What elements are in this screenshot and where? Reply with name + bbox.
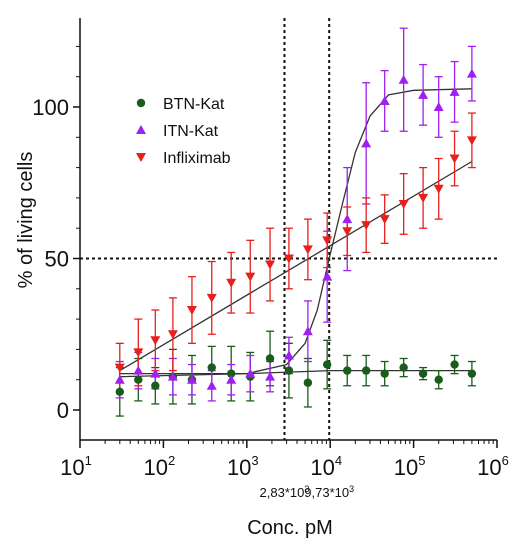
- data-point: [283, 254, 294, 264]
- legend-label: Infliximab: [163, 150, 231, 167]
- data-point: [361, 138, 372, 148]
- legend-label: BTN-Kat: [163, 96, 225, 113]
- data-point: [342, 227, 353, 237]
- data-point: [449, 154, 460, 164]
- data-point: [322, 271, 333, 281]
- y-tick-label: 50: [45, 247, 69, 272]
- data-point: [466, 68, 477, 78]
- data-point: [226, 374, 237, 384]
- data-point: [151, 381, 160, 390]
- data-point: [186, 306, 197, 316]
- data-point: [134, 375, 143, 384]
- data-point: [322, 236, 333, 246]
- y-axis-title: % of living cells: [15, 152, 37, 289]
- error-bars: [115, 27, 476, 417]
- data-point: [265, 260, 276, 270]
- data-point: [467, 369, 477, 378]
- x-tick-label: 103: [227, 453, 259, 480]
- fit-curve: [119, 160, 473, 372]
- data-point: [265, 354, 275, 363]
- data-point: [206, 293, 217, 303]
- y-tick-label: 100: [32, 95, 69, 120]
- legend-entry: ITN-Kat: [136, 123, 219, 140]
- data-point: [379, 95, 390, 105]
- data-point: [115, 387, 124, 397]
- data-point: [398, 199, 409, 209]
- reference-label: 9,73*103: [304, 484, 354, 500]
- x-axis-title: Conc. pM: [247, 517, 333, 539]
- data-point: [133, 365, 144, 375]
- x-tick-label: 101: [60, 453, 92, 480]
- data-point: [245, 368, 256, 378]
- data-point: [114, 363, 125, 373]
- data-point: [302, 326, 313, 336]
- legend-entry: BTN-Kat: [136, 96, 225, 113]
- data-point: [207, 363, 216, 372]
- data-point: [466, 136, 477, 146]
- data-point: [136, 153, 146, 162]
- data-point: [434, 375, 443, 384]
- data-point: [114, 374, 125, 384]
- x-tick-label: 105: [394, 453, 426, 480]
- data-point: [167, 330, 178, 340]
- legend-label: ITN-Kat: [163, 123, 219, 140]
- data-point: [283, 350, 294, 360]
- data-point: [418, 193, 429, 203]
- fit-curve: [119, 88, 472, 375]
- data-point: [449, 86, 460, 96]
- data-point: [136, 98, 146, 108]
- data-point: [361, 221, 372, 231]
- data-point: [398, 74, 409, 84]
- data-point: [133, 348, 144, 358]
- data-points: [114, 68, 477, 397]
- data-point: [450, 360, 459, 369]
- data-point: [284, 366, 294, 375]
- x-tick-label: 106: [477, 453, 509, 480]
- data-point: [150, 336, 161, 346]
- data-point: [380, 369, 389, 378]
- data-point: [433, 102, 444, 111]
- data-point: [226, 369, 236, 378]
- data-point: [226, 278, 237, 288]
- x-tick-label: 102: [144, 453, 176, 480]
- data-point: [302, 245, 313, 255]
- data-point: [167, 371, 178, 381]
- legend: BTN-Kat ITN-Kat Infliximab: [136, 96, 231, 167]
- data-point: [342, 214, 353, 224]
- data-point: [343, 366, 352, 375]
- data-point: [206, 380, 217, 390]
- data-point: [418, 89, 429, 99]
- data-point: [379, 215, 390, 225]
- data-point: [150, 368, 161, 378]
- data-point: [136, 125, 146, 134]
- tick-labels: 0 50 100 101 102 103 104 105 106: [32, 95, 509, 480]
- data-point: [399, 363, 408, 372]
- data-point: [322, 360, 332, 369]
- axes: [73, 18, 498, 448]
- data-point: [303, 378, 313, 387]
- data-point: [245, 272, 256, 282]
- data-point: [265, 371, 276, 381]
- data-point: [186, 374, 197, 384]
- x-tick-label: 104: [310, 453, 342, 480]
- data-point: [418, 369, 428, 378]
- legend-entry: Infliximab: [136, 150, 231, 167]
- data-point: [361, 366, 371, 375]
- data-point: [433, 184, 444, 194]
- y-tick-label: 0: [57, 398, 69, 423]
- reference-label: 2,83*103: [260, 484, 310, 500]
